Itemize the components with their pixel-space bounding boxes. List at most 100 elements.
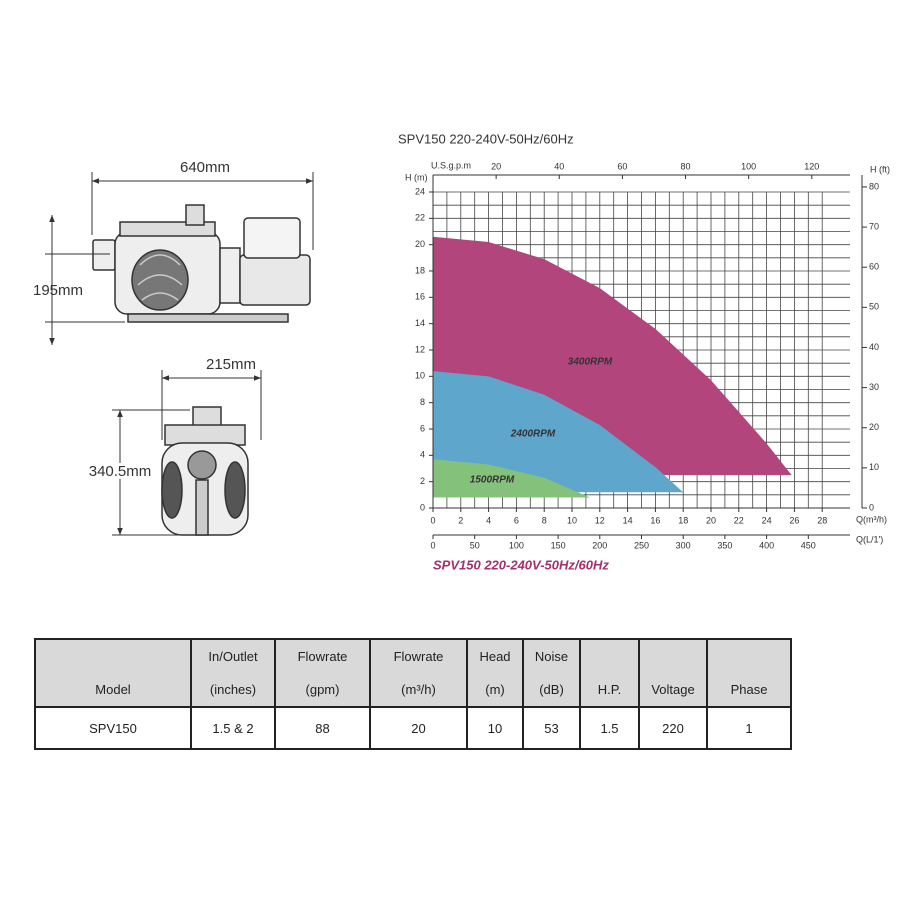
header-cell: Noise (dB)	[522, 638, 581, 708]
x-tick-label: 10	[567, 515, 577, 525]
x-tick-label: 14	[623, 515, 633, 525]
figure: 640mm 195mm 215mm 340.5mm SPV150 220-240…	[33, 131, 890, 572]
x2-tick-label: 100	[741, 161, 756, 171]
y-tick-label: 24	[415, 186, 425, 196]
dimension-label: 215mm	[206, 356, 256, 373]
y-tick-label: 4	[420, 450, 425, 460]
table-cell: SPV150	[34, 706, 192, 750]
x3-tick-label: 200	[592, 540, 607, 550]
series-label: 3400RPM	[568, 357, 613, 368]
table-cell: 10	[466, 706, 524, 750]
y2-tick-label: 60	[869, 262, 879, 272]
header-text: (inches)	[209, 682, 257, 697]
pump-curve-area	[433, 459, 591, 498]
x-tick-label: 22	[734, 515, 744, 525]
header-text: In/Outlet	[208, 649, 258, 664]
y-tick-label: 22	[415, 213, 425, 223]
header-text: Voltage	[651, 682, 695, 697]
series-label: 1500RPM	[470, 475, 515, 486]
x2-axis-label: U.S.g.p.m	[431, 160, 471, 170]
y-tick-label: 14	[415, 318, 425, 328]
x2-tick-label: 120	[804, 161, 819, 171]
x3-tick-label: 300	[676, 540, 691, 550]
x-tick-label: 6	[514, 515, 519, 525]
table-cell: 53	[522, 706, 581, 750]
header-text: (dB)	[539, 682, 564, 697]
x2-tick-label: 80	[681, 161, 691, 171]
header-text: Model	[95, 682, 131, 697]
table-cell: 20	[369, 706, 468, 750]
y2-tick-label: 10	[869, 462, 879, 472]
x-tick-label: 24	[762, 515, 772, 525]
table-body: SPV150 1.5 & 2 88 20 10 53 1.5 220 1	[34, 706, 792, 750]
table-row: SPV150 1.5 & 2 88 20 10 53 1.5 220 1	[34, 706, 792, 750]
pump-curve-area	[433, 371, 684, 493]
y2-tick-label: 40	[869, 342, 879, 352]
x-tick-label: 28	[817, 515, 827, 525]
chart-caption: SPV150 220-240V-50Hz/60Hz	[433, 557, 609, 572]
y-tick-label: 2	[420, 476, 425, 486]
header-cell: H.P.	[579, 638, 640, 708]
header-text: Flowrate	[297, 649, 348, 664]
x3-tick-label: 100	[509, 540, 524, 550]
header-cell: Head (m)	[466, 638, 524, 708]
header-text: (m³/h)	[401, 682, 436, 697]
x2-tick-label: 20	[491, 161, 501, 171]
y2-tick-label: 50	[869, 302, 879, 312]
y-tick-label: 6	[420, 423, 425, 433]
x-tick-label: 18	[678, 515, 688, 525]
y-tick-label: 8	[420, 397, 425, 407]
x-tick-label: 12	[595, 515, 605, 525]
header-cell: Model	[34, 638, 192, 708]
header-cell: Voltage	[638, 638, 708, 708]
y-axis-label: H (m)	[405, 172, 428, 182]
header-text: Flowrate	[393, 649, 444, 664]
x-tick-label: 4	[486, 515, 491, 525]
header-cell: Flowrate (gpm)	[274, 638, 371, 708]
header-row: Model In/Outlet (inches) Flowrate (gpm) Flowr…	[34, 638, 792, 708]
table-header: Model In/Outlet (inches) Flowrate (gpm) Flowr…	[34, 638, 792, 708]
header-cell: In/Outlet (inches)	[190, 638, 276, 708]
table-cell: 220	[638, 706, 708, 750]
header-text: Noise	[534, 649, 569, 664]
x-tick-label: 16	[650, 515, 660, 525]
x3-tick-label: 0	[430, 540, 435, 550]
y-tick-label: 10	[415, 371, 425, 381]
table-cell: 1	[706, 706, 792, 750]
x3-tick-label: 50	[470, 540, 480, 550]
x3-tick-label: 150	[551, 540, 566, 550]
x3-tick-label: 450	[801, 540, 816, 550]
pump-side-view	[92, 204, 311, 323]
x-axis-label: Q(m³/h)	[856, 514, 887, 524]
y2-tick-label: 20	[869, 422, 879, 432]
y-tick-label: 20	[415, 239, 425, 249]
header-cell: Phase	[706, 638, 792, 708]
x-tick-label: 26	[789, 515, 799, 525]
header-text: (m)	[485, 682, 505, 697]
dimension-label: 195mm	[33, 282, 83, 299]
x-tick-label: 20	[706, 515, 716, 525]
table-cell: 1.5	[579, 706, 640, 750]
y-tick-label: 12	[415, 344, 425, 354]
x3-tick-label: 400	[759, 540, 774, 550]
header-text: (gpm)	[305, 682, 340, 697]
header-cell: Flowrate (m³/h)	[369, 638, 468, 708]
x-tick-label: 8	[542, 515, 547, 525]
y-tick-label: 16	[415, 292, 425, 302]
table-cell: 1.5 & 2	[190, 706, 276, 750]
x3-tick-label: 250	[634, 540, 649, 550]
y2-tick-label: 80	[869, 181, 879, 191]
header-text: H.P.	[597, 682, 622, 697]
series-label: 2400RPM	[510, 429, 556, 440]
dimension-label: 340.5mm	[89, 463, 152, 480]
x3-axis-label: Q(L/1')	[856, 534, 883, 544]
x-tick-label: 0	[430, 515, 435, 525]
dimension-lines	[45, 172, 314, 536]
y2-axis-label: H (ft)	[870, 164, 890, 174]
y2-tick-label: 0	[869, 502, 874, 512]
y2-tick-label: 70	[869, 221, 879, 231]
table-cell: 88	[274, 706, 371, 750]
pump-front-view	[161, 406, 249, 536]
chart-title: SPV150 220-240V-50Hz/60Hz	[398, 131, 574, 146]
